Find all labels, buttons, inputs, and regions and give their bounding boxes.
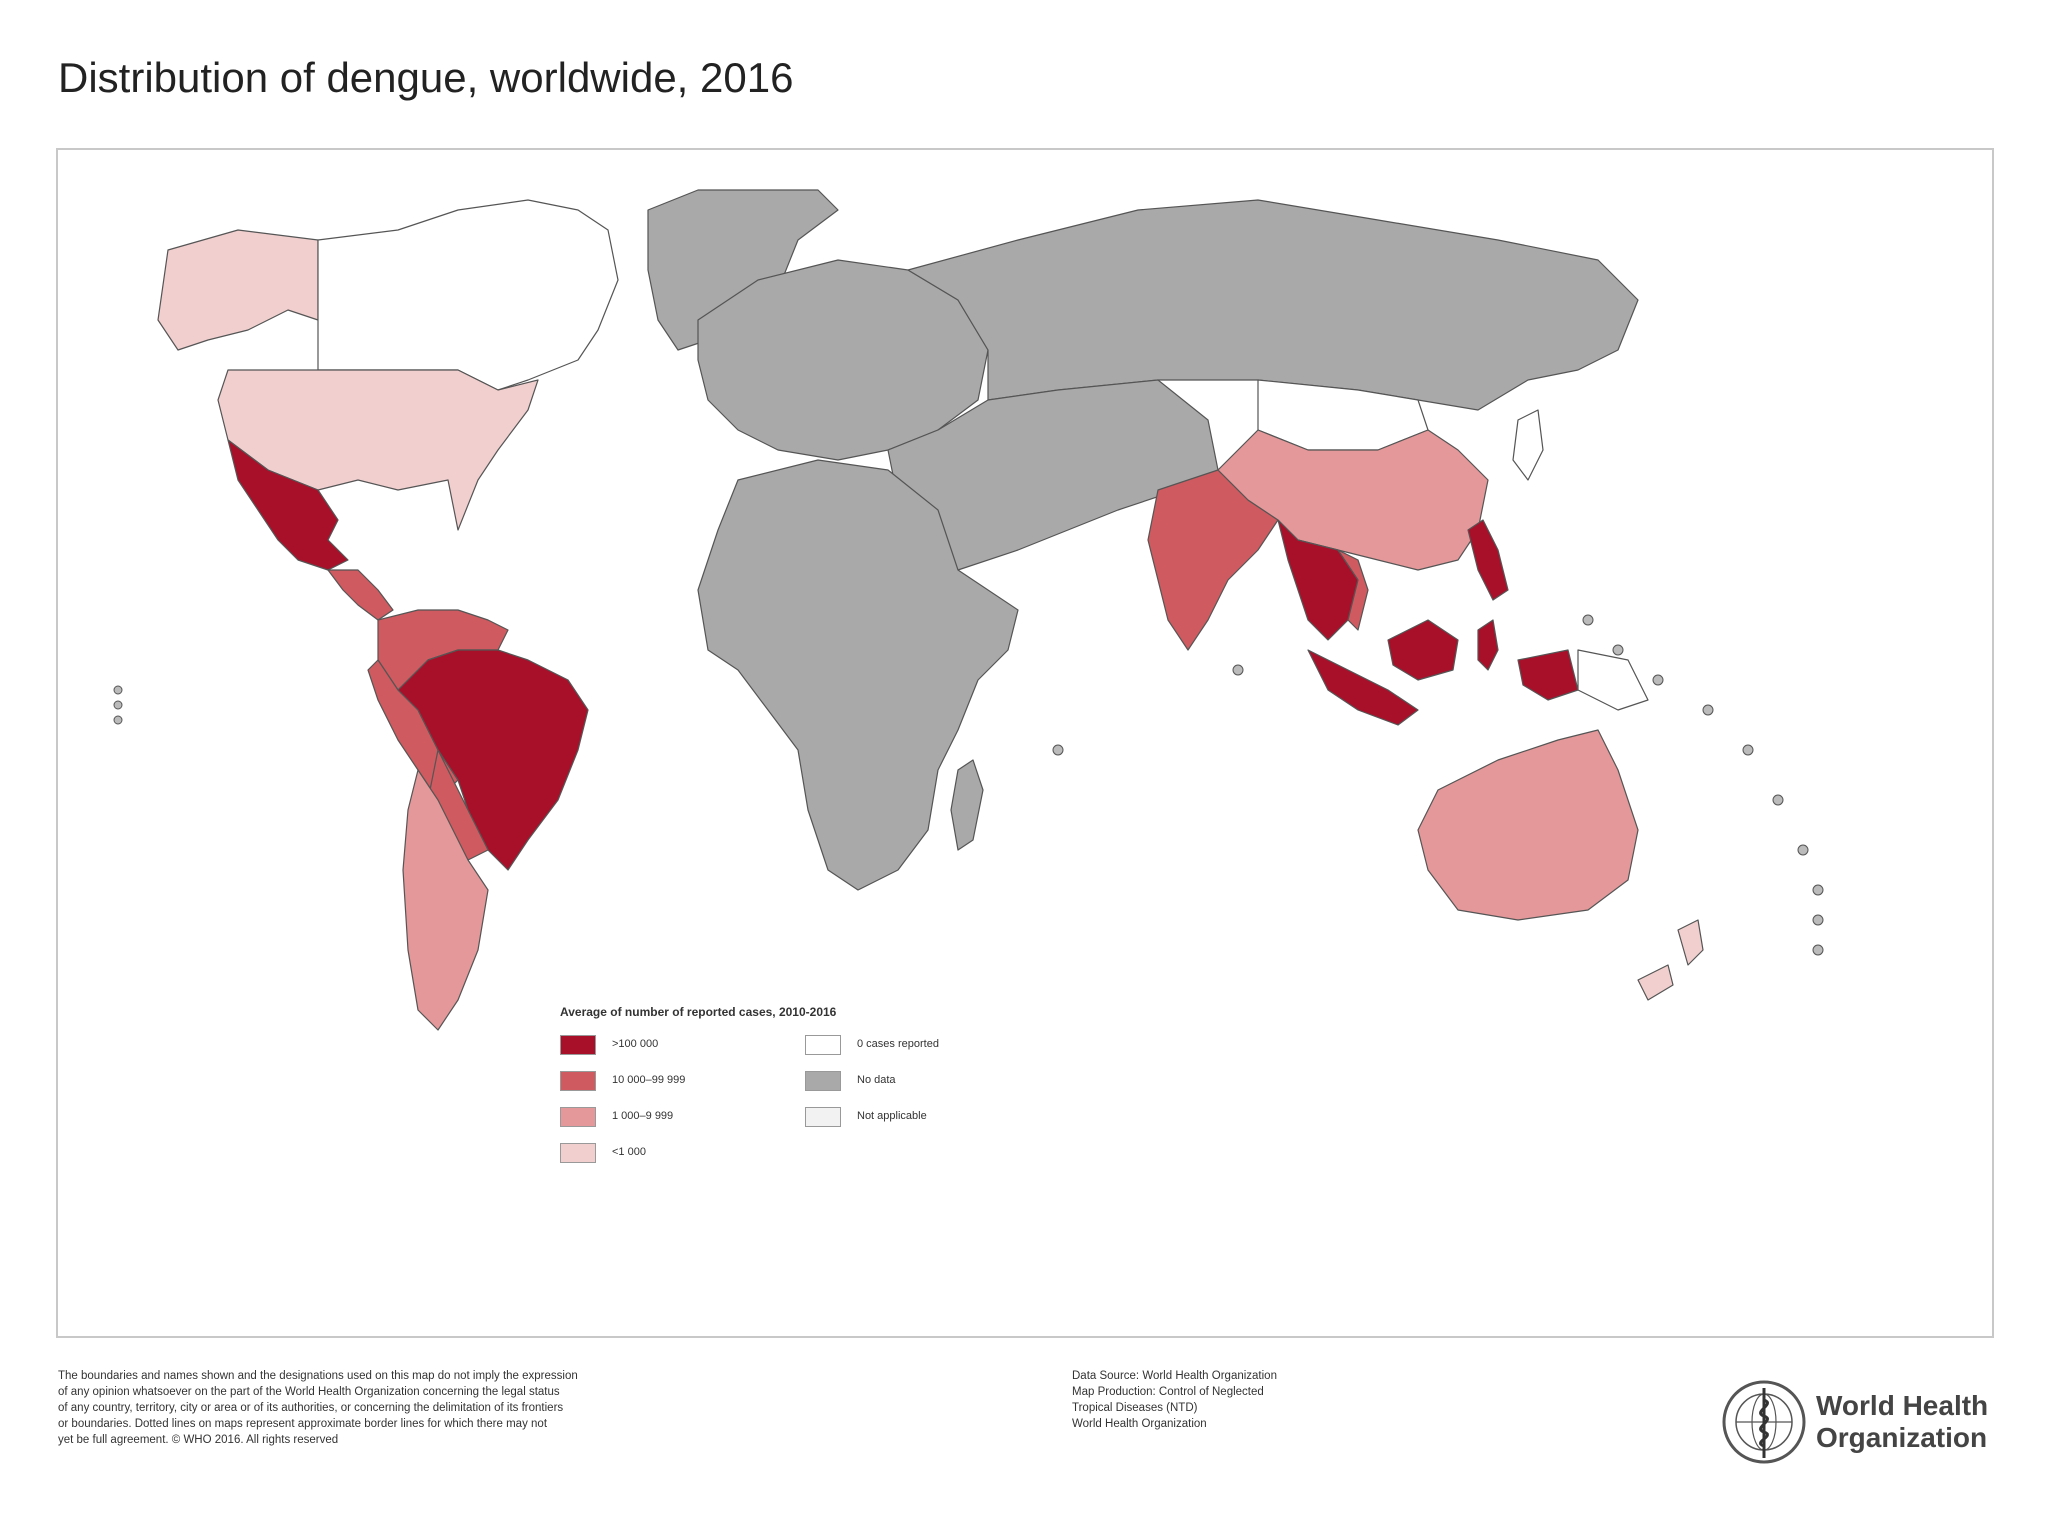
source-line: Tropical Diseases (NTD) xyxy=(1072,1402,1198,1414)
legend-label: Not applicable xyxy=(857,1110,927,1122)
map-legend: Average of number of reported cases, 201… xyxy=(560,1005,1120,1165)
legend-swatch xyxy=(560,1107,596,1127)
island-marker xyxy=(1812,884,1824,896)
disclaimer-line: of any opinion whatsoever on the part of… xyxy=(58,1386,560,1398)
disclaimer-line: The boundaries and names shown and the d… xyxy=(58,1370,578,1382)
region-japan xyxy=(1512,409,1544,481)
source-line: Map Production: Control of Neglected xyxy=(1072,1386,1264,1398)
region-new-zealand-south xyxy=(1637,964,1674,1001)
island-marker xyxy=(1812,914,1824,926)
island-marker xyxy=(1582,614,1594,626)
data-source-text: Data Source: World Health Organization M… xyxy=(1072,1368,1492,1432)
island-marker xyxy=(113,715,123,725)
who-logo: World Health Organization xyxy=(1720,1378,2010,1468)
island-marker xyxy=(1797,844,1809,856)
who-name-line1: World Health xyxy=(1816,1390,1989,1421)
region-africa xyxy=(697,459,1019,891)
region-philippines xyxy=(1467,519,1509,601)
region-argentina-chile xyxy=(402,769,489,1031)
region-central-america xyxy=(327,569,394,621)
legend-swatch xyxy=(560,1035,596,1055)
legend-label: No data xyxy=(857,1074,896,1086)
legend-label: 10 000–99 999 xyxy=(612,1074,686,1086)
region-borneo xyxy=(1387,619,1459,681)
island-marker xyxy=(1772,794,1784,806)
disclaimer-text: The boundaries and names shown and the d… xyxy=(58,1368,958,1448)
map-title: Distribution of dengue, worldwide, 2016 xyxy=(58,54,794,101)
who-emblem-icon xyxy=(1722,1380,1806,1464)
region-alaska xyxy=(157,229,319,351)
region-new-zealand xyxy=(1677,919,1704,966)
disclaimer-line: yet be full agreement. © WHO 2016. All r… xyxy=(58,1434,339,1446)
legend-swatch xyxy=(805,1107,841,1127)
region-indonesia-west xyxy=(1307,649,1419,726)
island-marker xyxy=(1232,664,1244,676)
who-name: World Health Organization xyxy=(1816,1390,1988,1454)
island-marker xyxy=(1742,744,1754,756)
legend-swatch xyxy=(560,1071,596,1091)
region-canada xyxy=(317,199,619,391)
legend-swatch xyxy=(805,1071,841,1091)
region-vietnam xyxy=(1337,549,1369,631)
who-name-line2: Organization xyxy=(1816,1422,1988,1453)
island-marker xyxy=(1612,644,1624,656)
region-new-guinea-east xyxy=(1577,649,1649,711)
world-map xyxy=(113,189,1824,1031)
source-line: World Health Organization xyxy=(1072,1418,1207,1430)
region-australia xyxy=(1417,729,1639,921)
legend-swatch xyxy=(560,1143,596,1163)
source-line: Data Source: World Health Organization xyxy=(1072,1370,1277,1382)
region-mexico xyxy=(227,439,349,571)
legend-title: Average of number of reported cases, 201… xyxy=(560,1005,837,1019)
region-russia xyxy=(907,199,1639,411)
island-marker xyxy=(1652,674,1664,686)
region-brazil xyxy=(397,649,589,871)
disclaimer-line: of any country, territory, city or area … xyxy=(58,1402,564,1414)
map-frame xyxy=(56,148,1994,1338)
disclaimer-line: or boundaries. Dotted lines on maps repr… xyxy=(58,1418,548,1430)
legend-label: >100 000 xyxy=(612,1038,659,1050)
island-marker xyxy=(1702,704,1714,716)
legend-label: 0 cases reported xyxy=(857,1038,939,1050)
island-marker xyxy=(113,700,123,710)
legend-label: <1 000 xyxy=(612,1146,646,1158)
region-new-guinea-west xyxy=(1517,649,1579,701)
region-sulawesi xyxy=(1477,619,1499,671)
legend-label: 1 000–9 999 xyxy=(612,1110,674,1122)
island-marker xyxy=(1052,744,1064,756)
region-madagascar xyxy=(950,759,984,851)
island-marker xyxy=(113,685,123,695)
island-marker xyxy=(1812,944,1824,956)
legend-swatch xyxy=(805,1035,841,1055)
